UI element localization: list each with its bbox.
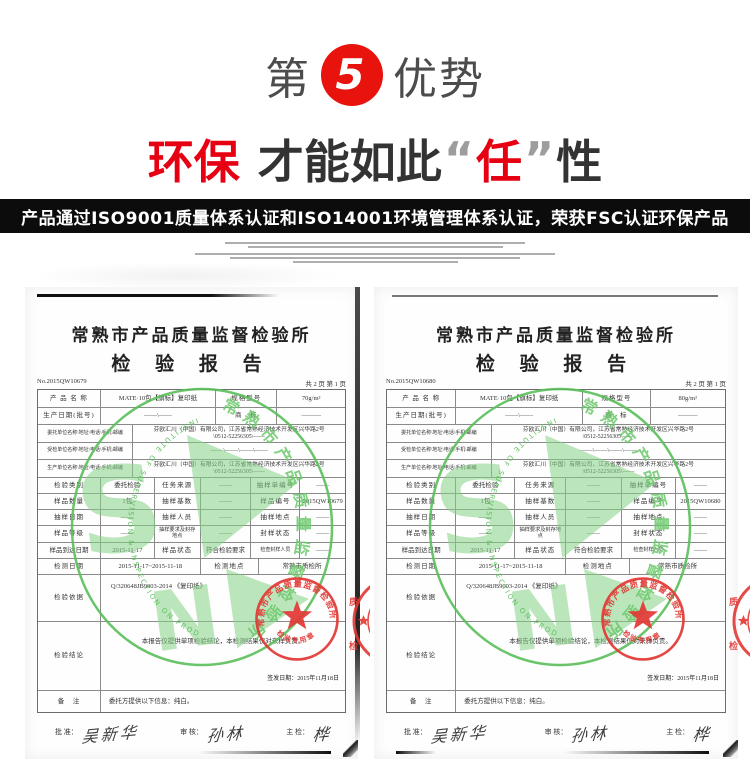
advantage-number: 5 (335, 50, 365, 99)
table-row: 抽样日期 —— 抽样人员 —— 抽样地点 —— (387, 510, 725, 526)
edge-seal-stamp: 质 检 (729, 585, 750, 657)
table-row: 检验结论 本报告仅提供单项检验结论，本检测结果仅对来样负责。 签发日期：2015… (387, 622, 725, 691)
conclusion-text: 本报告仅提供单项检验结论，本检测结果仅对来样负责。 (509, 638, 672, 645)
page-corner-curl (343, 740, 358, 757)
table-row: 受检单位名称\地址\电话\手机\邮编 ——\——\——\—— (387, 443, 725, 460)
table-row: 抽样日期 —— 抽样人员 —— 抽样地点 —— (38, 510, 345, 526)
table-row: 生产日期(批号) ——\—— 商 标 ——— (38, 408, 345, 425)
page-info: 共 2 页 第 1 页 (305, 381, 346, 388)
report-table: 产 品 名 称 MATE·10包【旗标】复印纸 规格型号 70g/m² 生产日期… (37, 389, 346, 713)
table-row: 检验依据 Q/320648JB9003-2014 《复印纸》 (38, 575, 345, 622)
table-row: 样品数量 1包 抽样基数 —— 样品编号 2015QW10679 (38, 494, 345, 510)
scan-edge-bottom (198, 751, 332, 754)
scan-smudge (28, 262, 343, 290)
inspection-report-left: 常熟市产品质量监督检验所 检 验 报 告 No.2015QW10679 共 2 … (25, 287, 370, 759)
svg-text:质: 质 (729, 596, 738, 608)
certificate-doc-title: 检 验 报 告 (111, 354, 272, 375)
signature-row: 批 准： 吴新华 审 核： 孙林 主 检： 桦 (25, 721, 358, 747)
certificate-doc-title: 检 验 报 告 (475, 354, 637, 375)
scan-edge-bottom-left (395, 751, 436, 754)
page-corner-curl (723, 740, 738, 757)
issue-date: 签发日期：2015年11月18日 (267, 676, 339, 683)
report-number-row: No.2015QW10680 共 2 页 第 1 页 (386, 378, 726, 388)
certificate-org-title: 常熟市产品质量监督检验所 (436, 326, 676, 345)
inspection-report-right: 常熟市产品质量监督检验所 检 验 报 告 No.2015QW10680 共 2 … (374, 287, 750, 759)
fine-print-lines (0, 240, 750, 265)
reviewer-signature: 孙林 (205, 723, 246, 746)
table-row: 检验类别 委托检验 任务来源 —— 抽样单编号 —— (38, 478, 345, 494)
headline-highlight: 任 (476, 135, 522, 189)
reviewer-signature: 孙林 (570, 723, 611, 746)
chief-signature: 桦 (312, 724, 333, 745)
report-number: No.2015QW10680 (386, 378, 436, 385)
advantage-number-badge: 5 (321, 44, 383, 106)
headline-keyword: 环保 (147, 135, 240, 189)
headline-tail: 性 (556, 135, 603, 189)
certificates-area: 常熟市产品质量监督检验所 检 验 报 告 No.2015QW10679 共 2 … (0, 287, 750, 775)
headline-text: 才能如此 (257, 135, 442, 189)
scan-edge-bottom (563, 751, 709, 754)
conclusion-text: 本报告仅提供单项检验结论，本检测结果仅对来样负责。 (141, 638, 305, 645)
table-row: 备 注 委托方提供以下信息：纯白。 (387, 691, 725, 712)
table-row: 委托单位名称\地址\电话\手机\邮编 芬欧汇川（中国）有限公司，江苏省常熟经济技… (387, 425, 725, 443)
svg-text:检: 检 (729, 640, 738, 652)
table-row: 样品到达日期 2015-11-17 样品状态 符合检验要求 检查封样人员 —— (38, 543, 345, 559)
chief-signature: 桦 (692, 724, 713, 745)
scan-edge-top (392, 295, 718, 297)
report-table: 产 品 名 称 MATE·10包【旗标】复印纸 规格型号 80g/m² 生产日期… (386, 389, 726, 713)
advantage-heading: 第 5 优势 (0, 40, 750, 110)
table-row: 样品等级 —— 抽样要求及封存地点 —— 封样状态 —— (387, 526, 725, 543)
table-row: 检验依据 Q/320648JB9003-2014 《复印纸》 (387, 575, 725, 622)
table-row: 检测日期 2015-11-17~2015-11-18 检测地点 常熟市质检所 (38, 559, 345, 575)
page-info: 共 2 页 第 1 页 (685, 381, 726, 388)
close-quote: ” (524, 132, 555, 186)
report-number-row: No.2015QW10679 共 2 页 第 1 页 (37, 378, 346, 388)
table-row: 样品等级 —— 抽样要求及封存地点 —— 封样状态 —— (38, 526, 345, 543)
advantage-prefix: 第 (265, 54, 311, 105)
report-number: No.2015QW10679 (37, 378, 87, 385)
signature-row: 批 准： 吴新华 审 核： 孙林 主 检： 桦 (374, 721, 738, 747)
table-row: 产 品 名 称 MATE·10包【旗标】复印纸 规格型号 70g/m² (38, 390, 345, 408)
scan-edge-right (355, 287, 360, 745)
approver-signature: 吴新华 (80, 722, 140, 747)
table-row: 检验类别 委托检验 任务来源 —— 抽样单编号 —— (387, 478, 725, 494)
scan-edge-top (37, 294, 279, 297)
table-row: 生产日期(批号) ——\—— 商 标 ——— (387, 408, 725, 425)
certificate-org-title: 常熟市产品质量监督检验所 (71, 326, 312, 345)
table-row: 委托单位名称\地址\电话\手机\邮编 芬欧汇川（中国）有限公司，江苏省常熟经济技… (38, 425, 345, 443)
table-row: 样品到达日期 2015-11-17 样品状态 符合检验要求 检查封样人员 —— (387, 543, 725, 559)
table-row: 生产单位名称\地址\电话\手机\邮编 芬欧汇川（中国）有限公司，江苏省常熟经济技… (38, 460, 345, 478)
table-row: 受检单位名称\地址\电话\手机\邮编 ——\——\——\—— (38, 443, 345, 460)
advantage-suffix: 优势 (393, 54, 485, 105)
table-row: 备 注 委托方提供以下信息：纯白。 (38, 691, 345, 712)
table-row: 生产单位名称\地址\电话\手机\邮编 芬欧汇川（中国）有限公司，江苏省常熟经济技… (387, 460, 725, 478)
approver-signature: 吴新华 (429, 722, 489, 747)
table-row: 检验结论 本报告仅提供单项检验结论，本检测结果仅对来样负责。 签发日期：2015… (38, 622, 345, 691)
table-row: 样品数量 1包 抽样基数 —— 样品编号 2015QW10680 (387, 494, 725, 510)
table-row: 产 品 名 称 MATE·10包【旗标】复印纸 规格型号 80g/m² (387, 390, 725, 408)
open-quote: “ (443, 132, 474, 186)
headline: 环保 才能如此 “ 任 ” 性 (0, 128, 750, 190)
issue-date: 签发日期：2015年11月18日 (647, 676, 719, 683)
certification-banner: 产品通过ISO9001质量体系认证和ISO14001环境管理体系认证，荣获FSC… (0, 199, 750, 233)
table-row: 检测日期 2015-11-17~2015-11-18 检测地点 常熟市质检所 (387, 559, 725, 575)
